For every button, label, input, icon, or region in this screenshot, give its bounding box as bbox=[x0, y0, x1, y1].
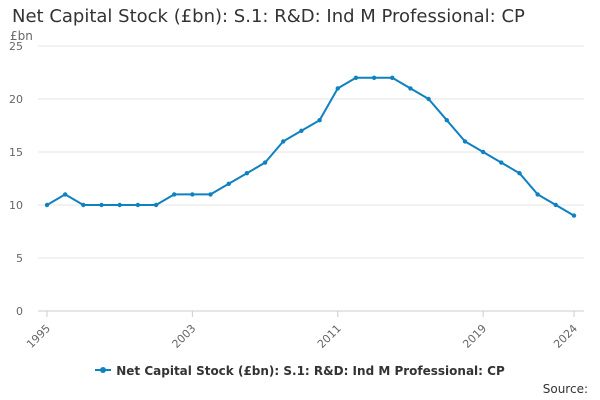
y-tick-label: 15 bbox=[9, 146, 23, 159]
data-point[interactable] bbox=[153, 202, 159, 208]
data-point[interactable] bbox=[44, 202, 50, 208]
y-axis-tick-labels: 0 5 10 15 20 25 bbox=[9, 40, 23, 318]
data-point[interactable] bbox=[444, 118, 449, 123]
data-point[interactable] bbox=[426, 96, 431, 102]
y-tick-label: 0 bbox=[16, 305, 23, 318]
legend-series-label: Net Capital Stock (£bn): S.1: R&D: Ind M… bbox=[116, 364, 505, 378]
data-point[interactable] bbox=[81, 202, 86, 208]
data-point[interactable] bbox=[262, 160, 268, 165]
data-point[interactable] bbox=[281, 139, 286, 144]
data-point[interactable] bbox=[244, 171, 250, 176]
data-point[interactable] bbox=[335, 86, 340, 91]
data-point[interactable] bbox=[117, 202, 122, 208]
data-point[interactable] bbox=[371, 75, 377, 81]
x-tick-label: 2003 bbox=[170, 322, 199, 351]
data-point[interactable] bbox=[499, 160, 504, 165]
data-point[interactable] bbox=[517, 171, 522, 176]
x-tick-label: 1995 bbox=[24, 322, 53, 351]
data-point[interactable] bbox=[135, 202, 141, 208]
legend[interactable]: Net Capital Stock (£bn): S.1: R&D: Ind M… bbox=[0, 364, 600, 378]
data-point[interactable] bbox=[535, 192, 540, 197]
source-label: Source: bbox=[542, 382, 588, 396]
data-point[interactable] bbox=[317, 118, 322, 123]
y-gridlines bbox=[38, 45, 584, 259]
data-point[interactable] bbox=[99, 202, 104, 208]
chart-title: Net Capital Stock (£bn): S.1: R&D: Ind M… bbox=[12, 6, 525, 27]
y-tick-label: 5 bbox=[16, 252, 23, 265]
data-point[interactable] bbox=[408, 86, 413, 91]
x-tick-label: 2024 bbox=[551, 322, 580, 351]
data-point[interactable] bbox=[62, 192, 68, 197]
data-point[interactable] bbox=[172, 192, 177, 197]
y-tick-label: 20 bbox=[9, 93, 23, 106]
data-point[interactable] bbox=[553, 202, 559, 208]
data-point[interactable] bbox=[480, 149, 486, 155]
data-point[interactable] bbox=[190, 192, 195, 197]
series-line bbox=[46, 76, 575, 217]
y-tick-label: 10 bbox=[9, 199, 23, 212]
x-tick-label: 2011 bbox=[315, 322, 344, 351]
series-group bbox=[44, 75, 577, 218]
y-axis-unit-label: £bn bbox=[10, 29, 33, 43]
data-point[interactable] bbox=[226, 181, 231, 186]
x-axis-ticks: 1995 2003 2011 2019 2024 bbox=[24, 311, 580, 351]
data-point[interactable] bbox=[571, 213, 577, 218]
x-tick-label: 2019 bbox=[460, 322, 489, 351]
data-point[interactable] bbox=[208, 192, 213, 197]
legend-series-swatch bbox=[95, 366, 112, 373]
data-point[interactable] bbox=[299, 128, 304, 133]
data-point[interactable] bbox=[462, 139, 468, 144]
data-point[interactable] bbox=[353, 75, 359, 81]
y-tick-label: 25 bbox=[9, 40, 23, 53]
data-point[interactable] bbox=[390, 75, 395, 81]
